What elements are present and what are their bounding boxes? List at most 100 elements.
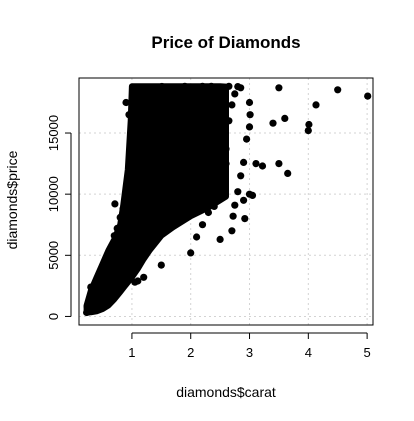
data-point bbox=[222, 160, 230, 168]
data-point bbox=[90, 288, 98, 296]
data-point bbox=[275, 84, 283, 92]
x-axis-title: diamonds$carat bbox=[176, 384, 276, 400]
data-point bbox=[107, 244, 115, 252]
data-point bbox=[219, 178, 227, 186]
data-point bbox=[193, 233, 201, 241]
data-point bbox=[234, 188, 242, 196]
data-point bbox=[198, 221, 207, 229]
data-point bbox=[228, 101, 236, 109]
data-point bbox=[110, 232, 118, 240]
chart-title: Price of Diamonds bbox=[151, 33, 300, 52]
data-point bbox=[248, 191, 257, 199]
data-point bbox=[175, 85, 183, 93]
data-point bbox=[207, 82, 215, 90]
x-tick-label: 5 bbox=[364, 345, 371, 360]
data-point bbox=[94, 278, 102, 286]
data-point bbox=[181, 82, 189, 90]
data-point bbox=[125, 111, 133, 119]
data-point bbox=[284, 169, 292, 177]
data-point bbox=[140, 87, 148, 96]
data-point bbox=[216, 235, 224, 243]
dense-point-cloud bbox=[83, 83, 229, 316]
data-point bbox=[364, 92, 372, 100]
data-point bbox=[157, 261, 165, 269]
data-point bbox=[334, 86, 342, 94]
data-point bbox=[85, 298, 93, 306]
x-axis: 1 2 3 4 5 bbox=[128, 332, 371, 360]
x-tick-label: 3 bbox=[246, 345, 253, 360]
data-point bbox=[127, 147, 135, 155]
data-point bbox=[158, 82, 166, 91]
data-point bbox=[204, 123, 212, 131]
y-tick-label: 10000 bbox=[46, 176, 61, 212]
data-point bbox=[83, 308, 91, 317]
data-point bbox=[304, 127, 312, 135]
data-point bbox=[229, 212, 237, 220]
y-tick-label: 5000 bbox=[46, 241, 61, 270]
x-tick-label: 2 bbox=[187, 345, 194, 360]
data-point bbox=[281, 114, 289, 122]
data-point bbox=[312, 101, 320, 109]
data-point bbox=[116, 213, 124, 221]
data-point bbox=[213, 84, 221, 92]
data-point bbox=[104, 251, 112, 259]
data-point bbox=[193, 84, 201, 92]
y-tick-label: 15000 bbox=[46, 115, 61, 151]
y-tick-label: 0 bbox=[46, 313, 61, 320]
data-point bbox=[122, 194, 130, 202]
data-point bbox=[243, 135, 251, 143]
data-point bbox=[169, 84, 177, 92]
data-point bbox=[219, 129, 227, 137]
data-point bbox=[237, 84, 245, 92]
x-tick-label: 1 bbox=[128, 345, 135, 360]
data-point bbox=[98, 283, 107, 291]
data-point bbox=[305, 120, 313, 129]
plot-frame bbox=[78, 77, 374, 326]
data-point bbox=[210, 105, 218, 113]
data-point bbox=[146, 86, 154, 94]
data-point bbox=[237, 172, 245, 180]
data-point bbox=[128, 129, 136, 137]
data-point bbox=[198, 82, 207, 90]
data-point bbox=[113, 224, 121, 232]
data-point bbox=[193, 117, 201, 125]
data-point bbox=[111, 200, 119, 208]
data-point bbox=[140, 273, 148, 281]
data-point bbox=[231, 90, 239, 98]
data-point bbox=[101, 260, 110, 268]
data-point bbox=[96, 272, 104, 280]
data-point bbox=[134, 85, 142, 93]
data-points bbox=[83, 82, 372, 317]
data-point bbox=[245, 123, 254, 131]
data-point bbox=[246, 111, 254, 119]
y-axis: 0 5000 10000 15000 bbox=[46, 115, 72, 320]
data-point bbox=[241, 215, 249, 223]
data-point bbox=[201, 141, 209, 149]
plot-area bbox=[83, 82, 372, 317]
data-point bbox=[240, 196, 248, 204]
data-point bbox=[252, 160, 260, 168]
data-point bbox=[258, 162, 267, 170]
data-point bbox=[245, 98, 254, 107]
data-point bbox=[275, 160, 283, 168]
data-point bbox=[225, 82, 233, 90]
data-point bbox=[216, 188, 224, 196]
data-point bbox=[269, 119, 277, 127]
x-tick-label: 4 bbox=[305, 345, 312, 360]
data-point bbox=[122, 98, 130, 107]
data-point bbox=[222, 145, 230, 153]
data-point bbox=[240, 158, 248, 166]
y-axis-title: diamonds$price bbox=[4, 150, 20, 249]
data-point bbox=[225, 117, 233, 125]
data-point bbox=[187, 249, 195, 257]
data-point bbox=[231, 201, 239, 209]
data-point bbox=[228, 227, 236, 235]
data-point bbox=[210, 202, 218, 210]
data-point bbox=[134, 277, 142, 285]
data-point bbox=[129, 105, 137, 113]
data-point bbox=[125, 172, 133, 180]
data-point bbox=[204, 208, 212, 217]
data-point bbox=[119, 205, 127, 213]
data-point bbox=[123, 184, 131, 192]
